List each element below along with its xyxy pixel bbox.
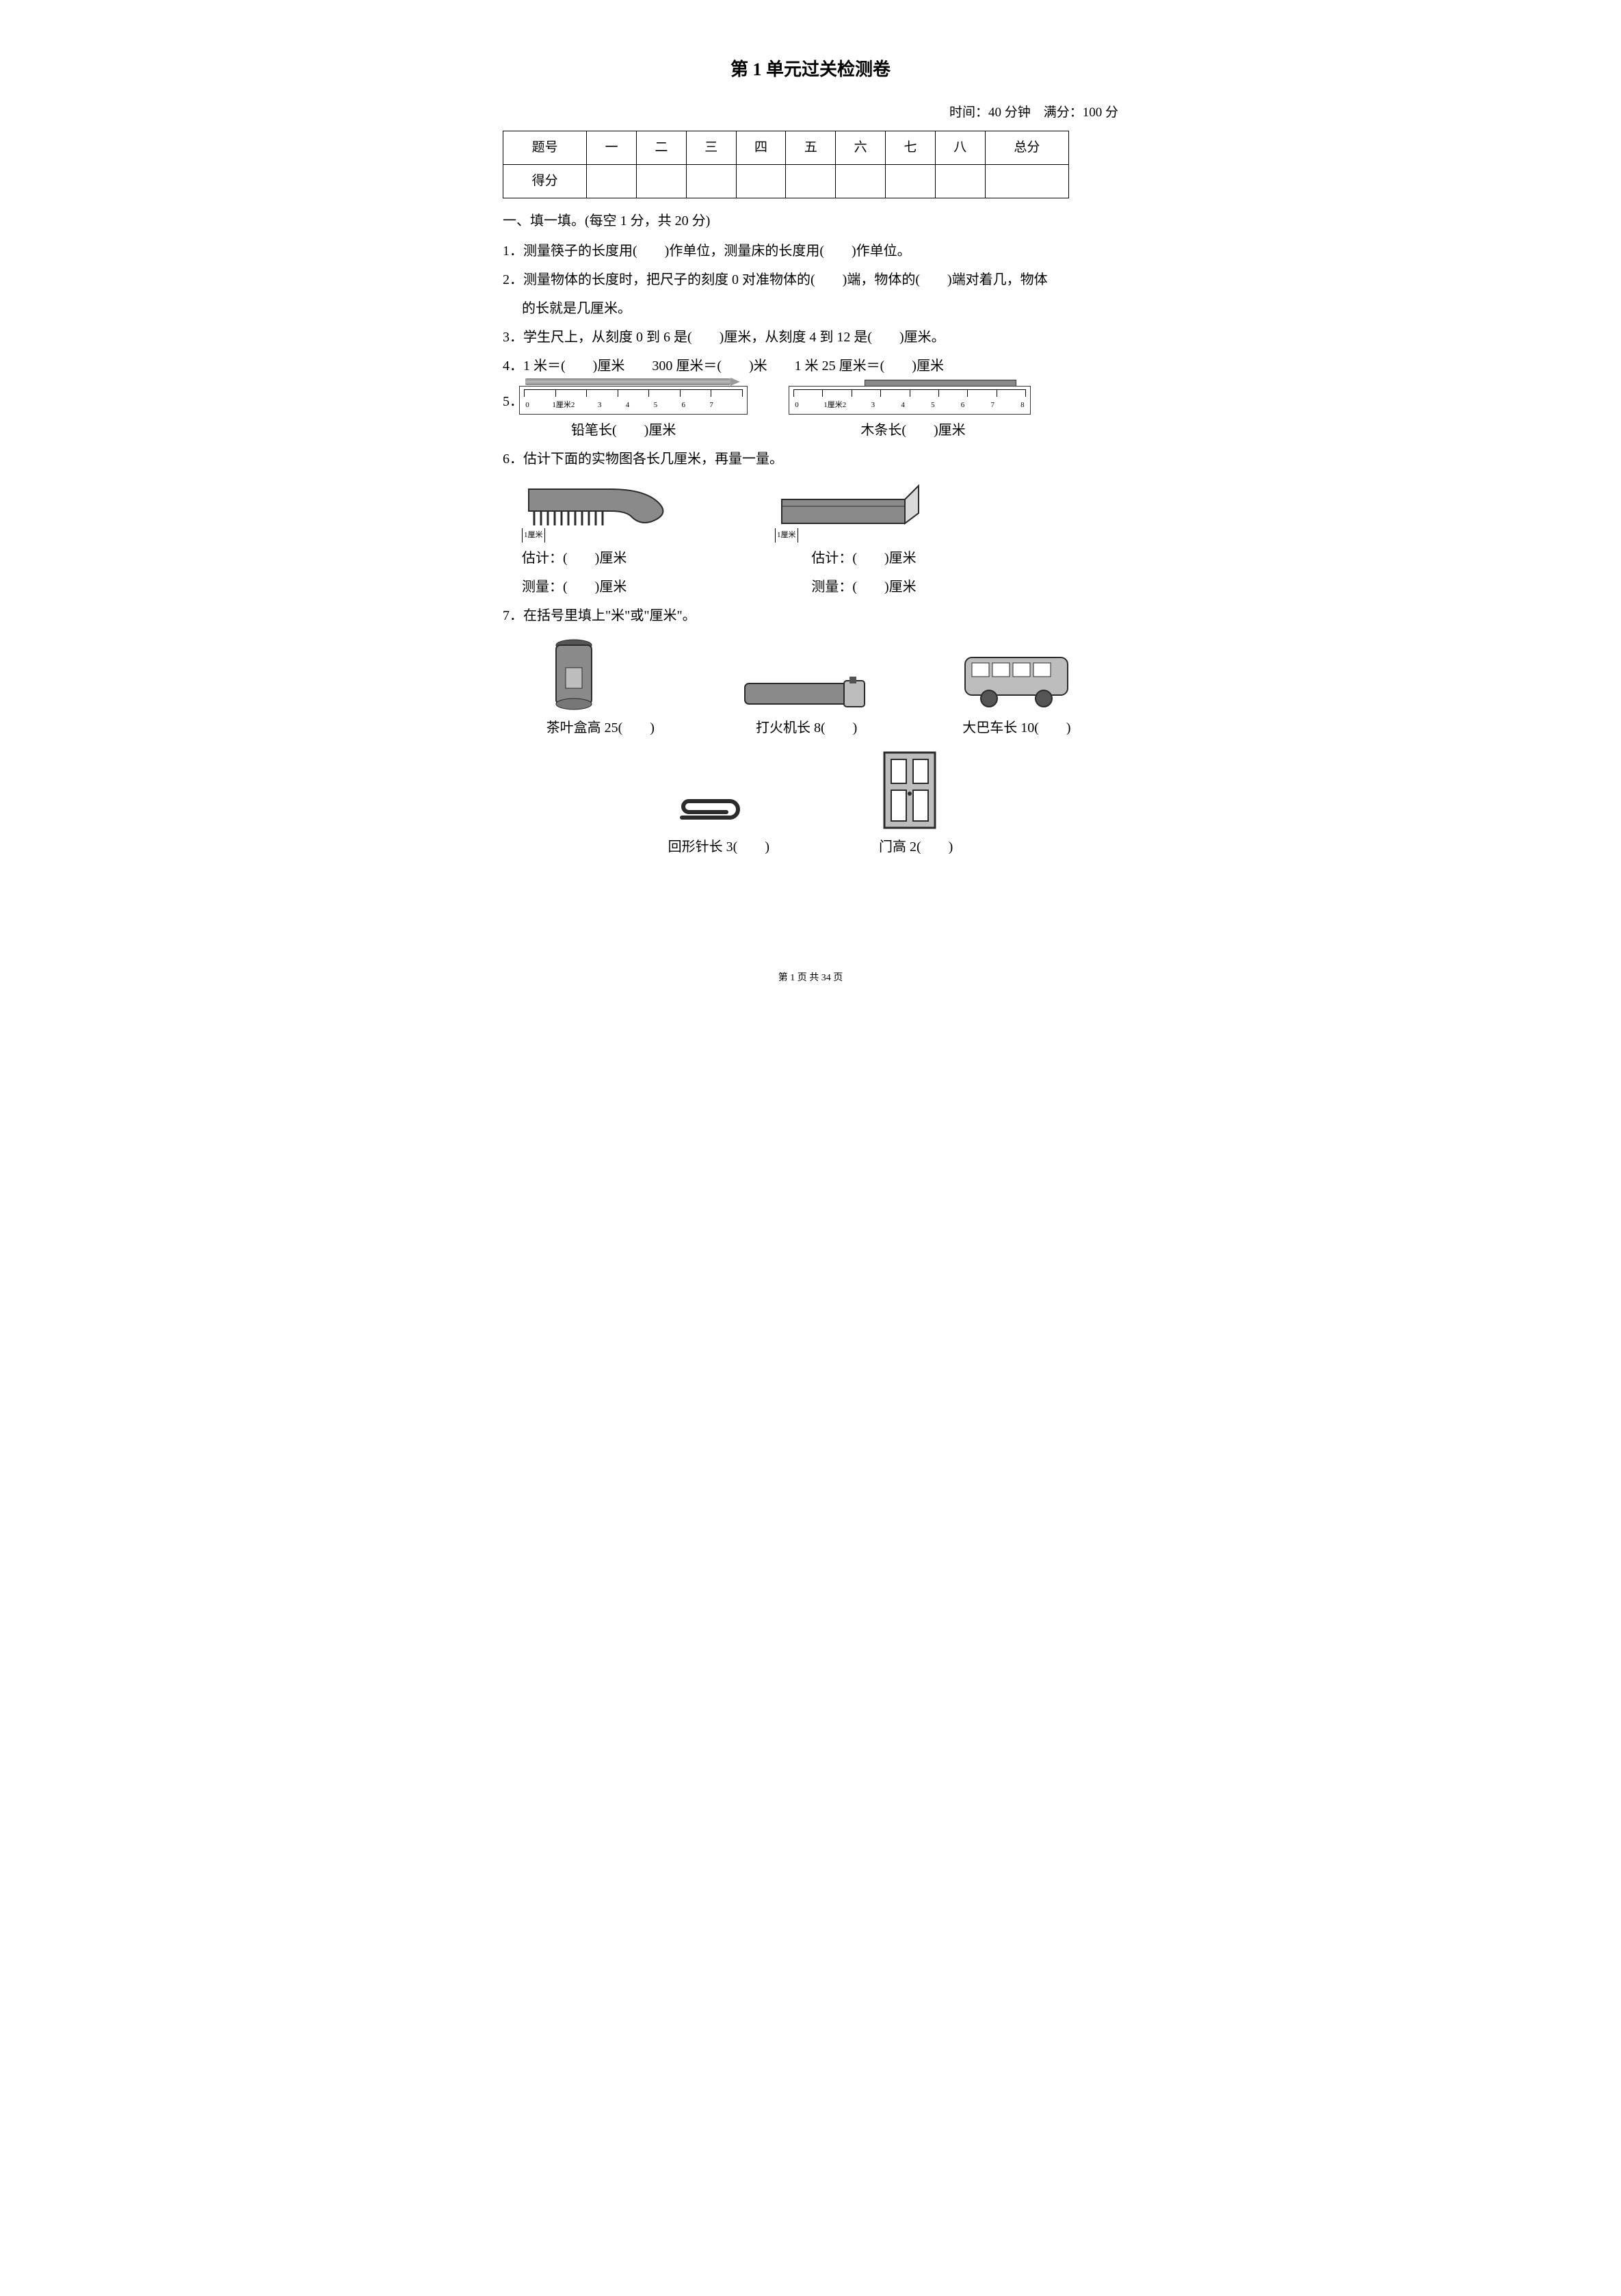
- q5a-caption: 铅笔长( )厘米: [571, 417, 676, 443]
- est-b: 估计：( )厘米: [811, 545, 916, 571]
- th: 六: [836, 131, 886, 164]
- q7-row2: 回形针长 3( ) 门高 2( ): [503, 749, 1118, 860]
- paperclip-icon: [668, 797, 750, 831]
- tea-can-icon: [546, 637, 601, 712]
- q6: 6．估计下面的实物图各长几厘米，再量一量。: [503, 446, 1118, 472]
- q5-row: 5． 0 1厘米2 3 4 5 6 7 0: [503, 386, 1118, 415]
- cell: [886, 164, 936, 198]
- q7d: 回形针长 3( ): [668, 834, 769, 860]
- score-header-row: 题号 一 二 三 四 五 六 七 八 总分: [503, 131, 1069, 164]
- th: 二: [637, 131, 687, 164]
- q7: 7．在括号里填上"米"或"厘米"。: [503, 603, 1118, 629]
- tick: 4: [624, 398, 631, 413]
- tick: 1厘米2: [552, 398, 575, 413]
- th: 五: [786, 131, 836, 164]
- scale-label: 1厘米: [775, 528, 798, 543]
- page-footer: 第 1 页 共 34 页: [503, 969, 1118, 988]
- ruler-stick: 0 1厘米2 3 4 5 6 7 8: [789, 386, 1031, 415]
- cell: [935, 164, 985, 198]
- th: 七: [886, 131, 936, 164]
- tick: 5: [930, 398, 936, 413]
- scale-label: 1厘米: [522, 528, 545, 543]
- tick: 1厘米2: [823, 398, 847, 413]
- th: 题号: [503, 131, 587, 164]
- cell: [985, 164, 1068, 198]
- tick: 6: [960, 398, 966, 413]
- door-icon: [879, 749, 940, 831]
- ruler-pencil: 0 1厘米2 3 4 5 6 7: [519, 386, 748, 415]
- stick-icon: [865, 380, 1016, 387]
- comb-icon: [522, 479, 679, 527]
- cell: [686, 164, 736, 198]
- tick: 3: [596, 398, 603, 413]
- tick: 0: [793, 398, 800, 413]
- th: 总分: [985, 131, 1068, 164]
- tick: 4: [899, 398, 906, 413]
- tick: 7: [708, 398, 715, 413]
- section-1-heading: 一、填一填。(每空 1 分，共 20 分): [503, 208, 1118, 234]
- tick: 7: [989, 398, 996, 413]
- est-a: 估计：( )厘米: [522, 545, 627, 571]
- comb-block: 1厘米: [522, 479, 679, 543]
- page-title: 第 1 单元过关检测卷: [503, 53, 1118, 86]
- th: 四: [736, 131, 786, 164]
- score-value-row: 得分: [503, 164, 1069, 198]
- th: 八: [935, 131, 985, 164]
- q7e: 门高 2( ): [879, 834, 953, 860]
- pencil-icon: [525, 378, 730, 385]
- tick: 3: [869, 398, 876, 413]
- cell: [736, 164, 786, 198]
- q2-line2: 的长就是几厘米。: [503, 296, 1118, 322]
- q5-label: 5．: [503, 389, 519, 415]
- q2-line1: 2．测量物体的长度时，把尺子的刻度 0 对准物体的( )端，物体的( )端对着几…: [503, 267, 1118, 293]
- meas-a: 测量：( )厘米: [522, 574, 627, 600]
- th: 一: [587, 131, 637, 164]
- q1: 1．测量筷子的长度用( )作单位，测量床的长度用( )作单位。: [503, 238, 1118, 264]
- tick: 0: [524, 398, 531, 413]
- q7c: 大巴车长 10( ): [958, 715, 1075, 741]
- row-label: 得分: [503, 164, 587, 198]
- q4: 4．1 米＝( )厘米 300 厘米＝( )米 1 米 25 厘米＝( )厘米: [503, 353, 1118, 379]
- tick: 6: [680, 398, 687, 413]
- score-table: 题号 一 二 三 四 五 六 七 八 总分 得分: [503, 131, 1069, 198]
- bus-icon: [958, 644, 1075, 712]
- cell: [836, 164, 886, 198]
- exam-meta: 时间：40 分钟 满分：100 分: [503, 101, 1118, 125]
- eraser-icon: [775, 479, 925, 527]
- tick: 5: [652, 398, 659, 413]
- cell: [786, 164, 836, 198]
- lighter-icon: [741, 671, 871, 712]
- th: 三: [686, 131, 736, 164]
- cell: [637, 164, 687, 198]
- q7a: 茶叶盒高 25( ): [546, 715, 655, 741]
- q7b: 打火机长 8( ): [741, 715, 871, 741]
- q7-row1: 茶叶盒高 25( ) 打火机长 8( ) 大巴车长 10( ): [503, 637, 1118, 741]
- meas-b: 测量：( )厘米: [811, 574, 916, 600]
- eraser-block: 1厘米: [775, 479, 925, 543]
- tick: 8: [1019, 398, 1026, 413]
- q5b-caption: 木条长( )厘米: [860, 417, 965, 443]
- cell: [587, 164, 637, 198]
- q3: 3．学生尺上，从刻度 0 到 6 是( )厘米，从刻度 4 到 12 是( )厘…: [503, 324, 1118, 350]
